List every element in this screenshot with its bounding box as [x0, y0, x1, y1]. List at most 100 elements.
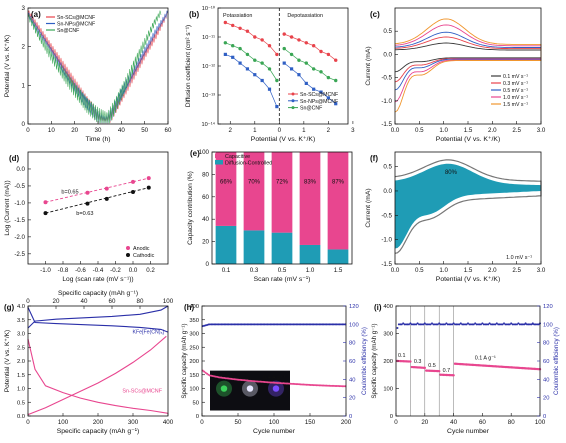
- capacity-point-h: [278, 382, 281, 385]
- ce-point-i: [416, 322, 419, 325]
- y-tick-label-d: -2.5: [14, 251, 25, 258]
- series-line-a-0: [27, 10, 169, 124]
- ce-point-i: [462, 323, 465, 326]
- x-tick-label-c: 1.0: [439, 127, 448, 134]
- ce-point-i: [500, 323, 503, 326]
- legend-label-d: Cathodic: [133, 253, 155, 259]
- ce-point-h: [270, 323, 273, 326]
- ce-point-h: [319, 323, 322, 326]
- ce-point-i: [520, 323, 523, 326]
- y-tick-label-i2: 80: [543, 341, 549, 347]
- ce-point-i: [422, 323, 425, 326]
- ce-point-i: [455, 323, 458, 326]
- y-tick-label-b: 10⁻¹³: [202, 93, 215, 99]
- legend-label-e: Diffusion-Controlled: [225, 161, 272, 167]
- ce-point-h: [233, 323, 236, 326]
- x-tick-label-b: 0: [278, 127, 282, 134]
- capacity-point-h: [309, 383, 312, 386]
- capacity-point-h: [299, 383, 302, 386]
- legend-label-c: 1.0 mV s⁻¹: [503, 95, 528, 101]
- ce-point-h: [280, 323, 283, 326]
- ce-point-i: [475, 323, 478, 326]
- ce-point-i: [439, 323, 442, 326]
- capacity-point-i: [452, 374, 455, 377]
- y-axis-label-b: Diffusion coefficient (cm² s⁻¹): [185, 25, 192, 107]
- ce-point-h: [255, 323, 257, 326]
- capacity-point-h: [324, 384, 327, 387]
- ce-point-h: [253, 323, 256, 326]
- ce-point-h: [324, 323, 327, 326]
- ce-point-h: [291, 323, 293, 326]
- data-point-b: [238, 61, 242, 65]
- capacity-point-h: [291, 382, 293, 385]
- ce-point-h: [240, 323, 243, 326]
- ce-point-i: [465, 323, 468, 326]
- ce-point-i: [419, 323, 422, 326]
- data-point-d: [104, 196, 109, 201]
- x-tick-label-d: -1.0: [40, 267, 51, 274]
- bar-value-label-e: 83%: [304, 179, 317, 185]
- x2-tick-label-g: 100: [163, 298, 174, 305]
- data-point-b: [260, 38, 264, 42]
- data-point-b: [334, 58, 338, 62]
- ce-point-i: [436, 323, 439, 326]
- y-tick-label-a: 1: [22, 82, 26, 89]
- x2-tick-label-g: 40: [81, 298, 88, 305]
- data-point-b: [304, 41, 309, 45]
- x-tick-label-c: 0.5: [415, 127, 424, 134]
- y-tick-label-h2: 80: [349, 341, 355, 347]
- legend-marker-d: [126, 253, 130, 257]
- x-tick-label-d: 0.2: [146, 267, 155, 274]
- series-line-b-2: [225, 42, 278, 81]
- y-tick-label-e: 100: [199, 149, 210, 156]
- bar-diffusion-e: [327, 249, 349, 264]
- ce-point-i: [396, 327, 399, 329]
- data-point-d: [131, 179, 135, 184]
- y-tick-label-f: -0.5: [381, 212, 392, 219]
- y-tick-label-d: 0.0: [16, 166, 25, 173]
- data-point-d: [43, 211, 48, 216]
- data-point-b: [253, 73, 257, 77]
- ce-point-h: [325, 323, 328, 326]
- fit-line-d: [45, 177, 149, 203]
- data-point-b: [275, 52, 279, 57]
- capacity-point-h: [267, 381, 270, 384]
- panel-b: 2 1 0 1 2 3 10⁻¹⁰ 10⁻¹¹ 10⁻¹² 10⁻¹³ 10⁻¹⁴ Potential…: [185, 5, 355, 143]
- ce-point-h: [282, 323, 285, 326]
- panel-label-i: (i): [374, 303, 382, 312]
- annotation-f: 1.0 mV s⁻¹: [506, 255, 532, 261]
- legend-label-b: Sn-NPs@MCNF: [300, 99, 338, 105]
- capacity-point-h: [253, 380, 256, 383]
- ce-point-h: [302, 323, 305, 326]
- ce-point-i: [515, 323, 518, 326]
- data-point-b: [311, 44, 316, 48]
- x-tick-label-f: 0.5: [415, 267, 424, 274]
- x-tick-label-b: 2: [327, 127, 331, 134]
- ce-point-i: [429, 323, 432, 326]
- capacity-point-h: [328, 384, 331, 387]
- y-tick-label-i2: 0: [543, 414, 546, 420]
- panel-d: -1.0 -0.8 -0.6 -0.4 -0.2 0.0 0.2 -2.5 -2.0 -1.5 -1…: [4, 151, 169, 283]
- capacity-point-h: [252, 380, 255, 383]
- capacity-point-h: [308, 383, 311, 386]
- capacity-point-h: [237, 378, 240, 381]
- ce-point-i: [494, 323, 497, 326]
- capacity-point-h: [262, 380, 265, 383]
- series-line-b-0: [225, 22, 278, 55]
- capacity-point-h: [276, 381, 279, 384]
- legend-marker-b: [291, 106, 295, 110]
- ce-point-h: [234, 323, 237, 326]
- data-point-b: [282, 32, 286, 36]
- capacity-point-h: [342, 385, 345, 388]
- y-tick-label-h: 0: [196, 414, 199, 420]
- y-tick-label-i: 100: [383, 387, 393, 393]
- bar-capacitive-e: [215, 152, 237, 226]
- y-tick-label-e: 60: [202, 194, 209, 201]
- x-tick-label-d: -0.8: [58, 267, 69, 274]
- y-tick-label-b: 10⁻¹⁰: [202, 5, 216, 12]
- data-point-b: [267, 67, 272, 71]
- y-tick-label-b: 10⁻¹⁴: [202, 121, 216, 128]
- plot-frame-e: [211, 151, 353, 265]
- capacity-point-h: [204, 371, 207, 374]
- data-point-b: [223, 52, 227, 56]
